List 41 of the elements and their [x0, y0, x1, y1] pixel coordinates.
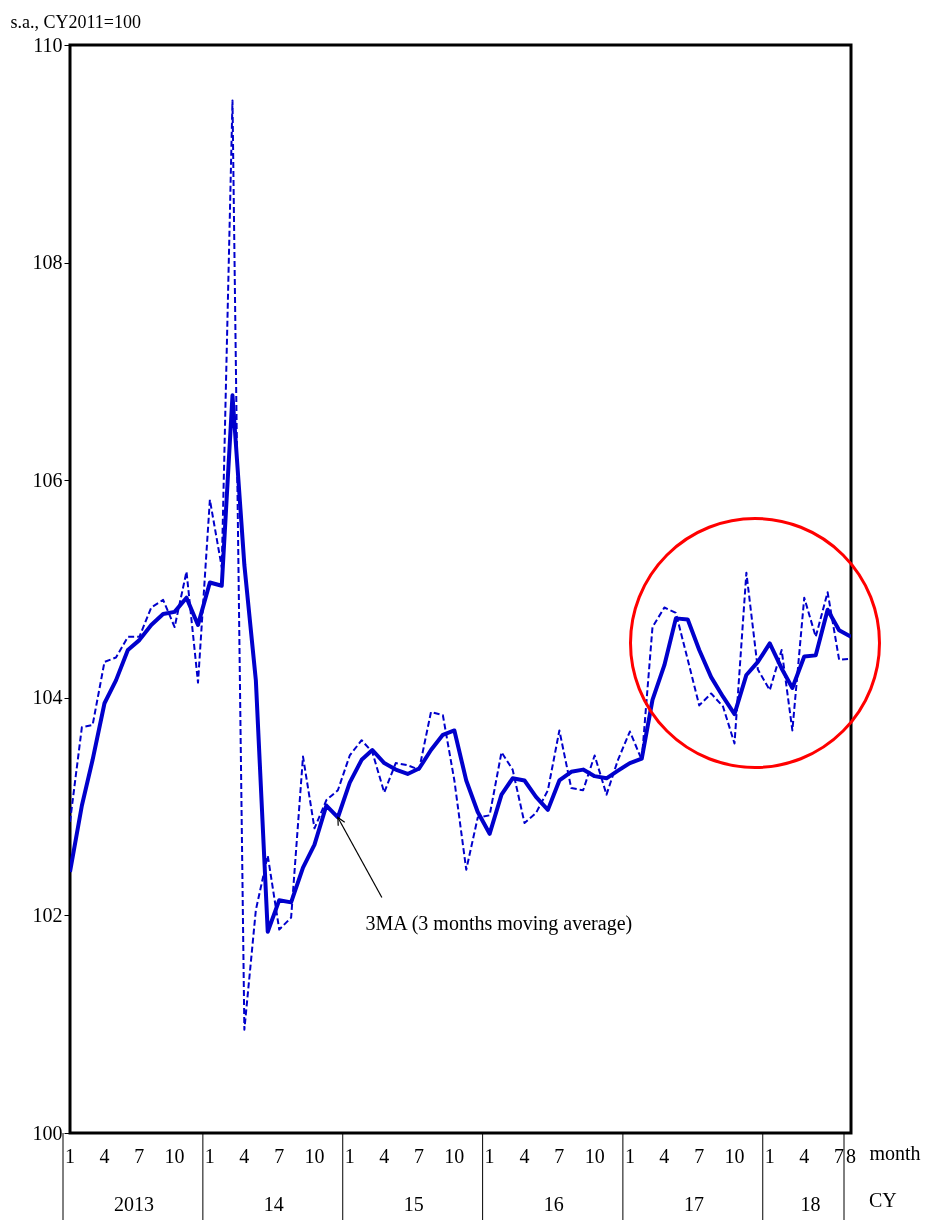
x-tick-label: 4 [799, 1145, 810, 1167]
text: 14 [263, 1193, 284, 1215]
x-tick-label: 10 [724, 1145, 745, 1167]
annotation: 3MA (3 months moving average) [365, 912, 633, 936]
y-tick-label: 110 [33, 33, 63, 56]
x-tick-label: 4 [519, 1145, 530, 1167]
x-tick-label: 7 [414, 1145, 425, 1167]
x-tick-label: 4 [239, 1145, 250, 1167]
x-axis-title: month [869, 1141, 921, 1164]
x-tick-label: 7 [694, 1145, 705, 1167]
x-tick-label: 4 [659, 1145, 670, 1167]
text: 18 [800, 1193, 821, 1215]
text: 2013 [114, 1193, 154, 1215]
x-tick-label: 1 [65, 1145, 75, 1167]
x-tick-label: 4 [99, 1145, 110, 1167]
x-tick-label: 1 [204, 1145, 215, 1167]
y-tick-label: 100 [32, 1121, 63, 1144]
x-tick-label: 7 [554, 1145, 565, 1167]
y-tick-label: 104 [32, 686, 63, 709]
line-series [70, 99, 851, 1031]
x-tick-label: 10 [304, 1145, 325, 1167]
y-axis-title: s.a., CY2011=100 [10, 11, 141, 32]
x-tick-label: 10 [164, 1145, 185, 1167]
text: 17 [683, 1193, 704, 1215]
x-tick-label: 8 [846, 1145, 856, 1167]
y-tick-label: 106 [32, 468, 63, 491]
x-tick-label: 1 [624, 1145, 635, 1167]
y-tick-label: 102 [32, 903, 63, 926]
text: 16 [543, 1193, 564, 1215]
x-tick-label: 1 [764, 1145, 775, 1167]
x-tick-label: 7 [274, 1145, 285, 1167]
x-tick-label: 10 [444, 1145, 465, 1167]
text: CY [869, 1189, 897, 1211]
y-tick-label: 108 [32, 251, 63, 274]
x-tick-label: 1 [484, 1145, 495, 1167]
x-tick-label: 10 [584, 1145, 605, 1167]
x-tick-label: 7 [834, 1145, 845, 1167]
text: 15 [403, 1193, 424, 1215]
x-tick-label: 4 [379, 1145, 390, 1167]
x-tick-label: 7 [134, 1145, 145, 1167]
x-tick-label: 1 [344, 1145, 355, 1167]
